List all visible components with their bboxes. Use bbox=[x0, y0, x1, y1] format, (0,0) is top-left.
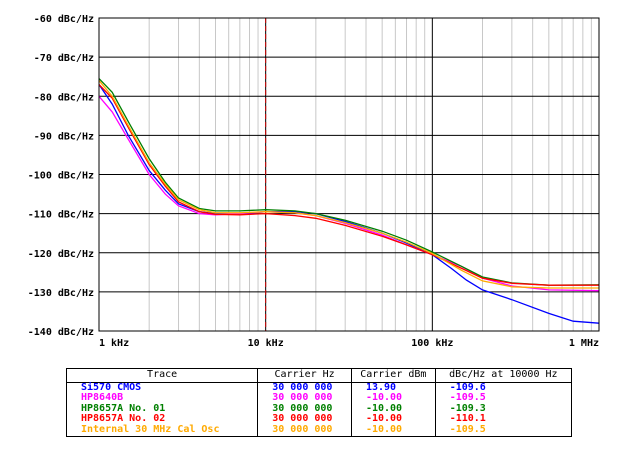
legend-cell-trace: HP8657A No. 01 bbox=[65, 403, 259, 415]
legend-cell-carrier-hz: 30 000 000 bbox=[257, 424, 352, 437]
legend-cell-trace: Internal 30 MHz Cal Osc bbox=[65, 424, 259, 437]
series-line-hp8657a-no-01 bbox=[98, 78, 600, 286]
y-tick-label: -130 dBc/Hz bbox=[28, 288, 94, 299]
y-tick-label: -80 dBc/Hz bbox=[34, 92, 94, 103]
legend-header-dbc: dBc/Hz at 10000 Hz bbox=[434, 368, 573, 383]
legend-cell-dbc: -109.5 bbox=[434, 393, 573, 404]
y-tick-label: -90 dBc/Hz bbox=[34, 131, 94, 142]
y-tick-label: -140 dBc/Hz bbox=[28, 327, 94, 338]
legend-row: HP8657A No. 01 30 000 000 -10.00 -109.3 bbox=[65, 403, 573, 415]
legend-header-carrier-dbm: Carrier dBm bbox=[350, 368, 436, 383]
legend-row: Internal 30 MHz Cal Osc 30 000 000 -10.00-… bbox=[65, 424, 573, 437]
y-tick-label: -70 dBc/Hz bbox=[34, 53, 94, 64]
x-tick-label: 100 kHz bbox=[411, 338, 453, 349]
legend-header-carrier-hz: Carrier Hz bbox=[257, 368, 352, 383]
legend-cell-dbc: -110.1 bbox=[434, 414, 573, 425]
legend-cell-carrier-dbm: -10.00 bbox=[350, 424, 436, 437]
legend-cell-dbc: -109.5 bbox=[434, 424, 573, 437]
legend-row: HP8657A No. 02 30 000 000 -10.00 -110.1 bbox=[65, 414, 573, 425]
x-tick-label: 1 kHz bbox=[99, 338, 129, 349]
x-axis-labels: 1 kHz 10 kHz 100 kHz 1 MHz bbox=[99, 338, 599, 349]
x-tick-label: 10 kHz bbox=[248, 338, 284, 349]
y-tick-label: -110 dBc/Hz bbox=[28, 210, 94, 221]
y-tick-label: -120 dBc/Hz bbox=[28, 249, 94, 260]
y-tick-label: -60 dBc/Hz bbox=[34, 14, 94, 25]
legend-cell-trace: Si570 CMOS bbox=[65, 382, 259, 394]
legend-cell-dbc: -109.3 bbox=[434, 403, 573, 415]
legend-cell-dbc: -109.6 bbox=[434, 382, 573, 394]
legend-cell-trace: HP8640B bbox=[65, 393, 259, 404]
y-tick-label: -100 dBc/Hz bbox=[28, 171, 94, 182]
series-layer bbox=[98, 78, 600, 324]
legend-header-row: Trace Carrier Hz Carrier dBm dBc/Hz at 1… bbox=[65, 368, 573, 383]
plot-frame bbox=[98, 17, 600, 332]
legend-row: Si570 CMOS 30 000 000 13.90 -109.6 bbox=[65, 382, 573, 394]
series-line-hp8657a-no-02 bbox=[98, 84, 599, 286]
series-line-internal-30-mhz-cal-osc bbox=[98, 80, 599, 289]
legend-row: HP8640B 30 000 000 -10.00 -109.5 bbox=[65, 393, 573, 404]
legend-body: Si570 CMOS 30 000 000 13.90 -109.6 HP8640B 30… bbox=[65, 382, 573, 437]
legend-header-trace: Trace bbox=[65, 368, 259, 383]
legend-table: Trace Carrier Hz Carrier dBm dBc/Hz at 1… bbox=[65, 368, 573, 437]
y-axis-labels: -60 dBc/Hz -70 dBc/Hz -80 dBc/Hz -90 dBc/Hz… bbox=[28, 14, 94, 338]
legend-cell-trace: HP8657A No. 02 bbox=[65, 414, 259, 425]
x-tick-label: 1 MHz bbox=[569, 338, 599, 349]
